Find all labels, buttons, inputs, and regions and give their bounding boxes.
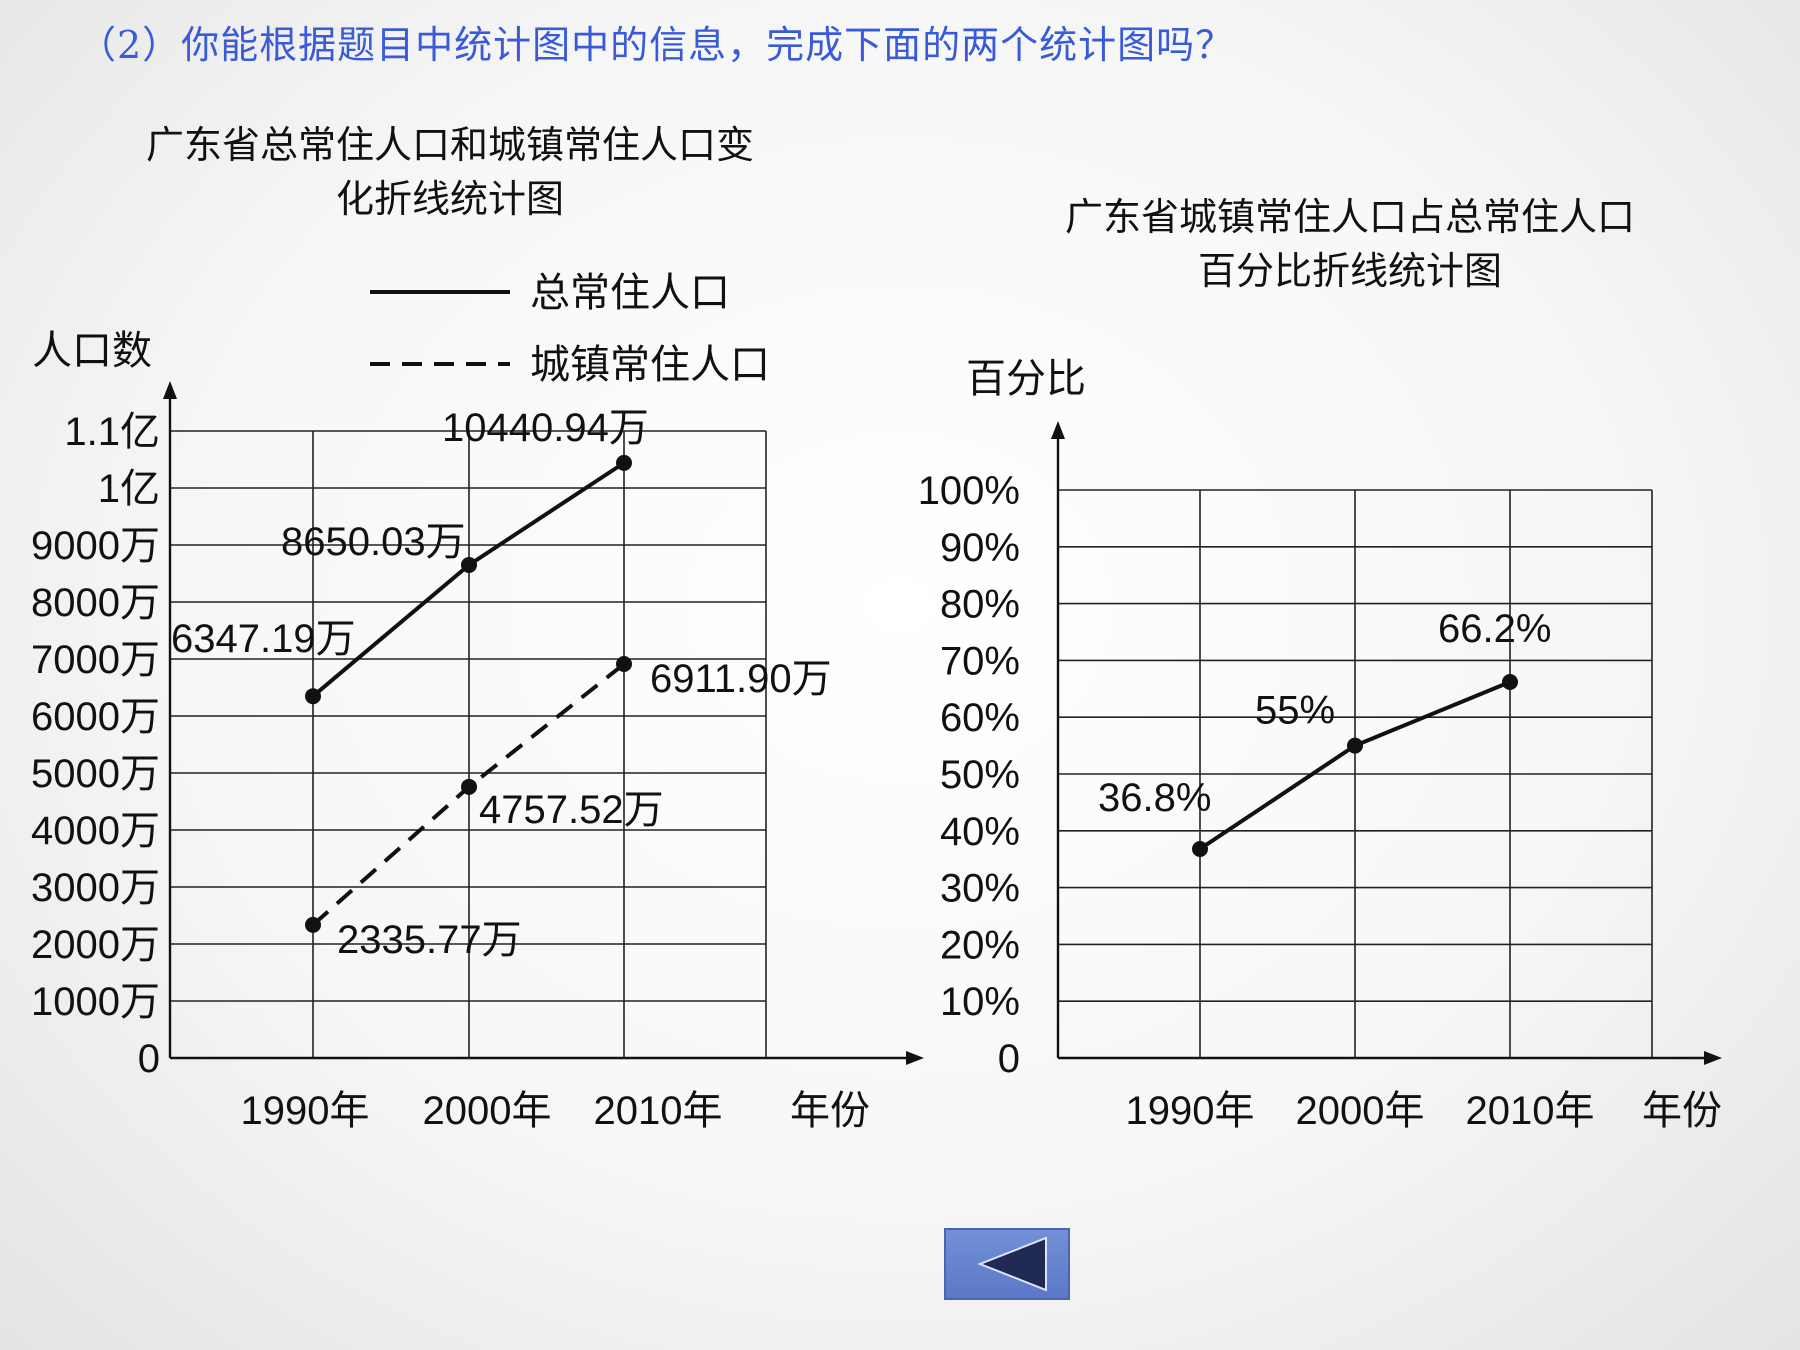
chart1-y-tick-label: 4000万 xyxy=(31,809,160,853)
chart2-y-tick-label: 70% xyxy=(940,639,1020,683)
chart2-y-tick-label: 0 xyxy=(998,1037,1020,1081)
chart2-y-tick-label: 40% xyxy=(940,810,1020,854)
chart1-y-tick-label: 5000万 xyxy=(31,752,160,796)
chart2-title-line-2: 百分比折线统计图 xyxy=(1197,249,1502,293)
chart1-series-1-data-label: 6911.90万 xyxy=(650,657,832,701)
chart2-y-tick-label: 100% xyxy=(918,469,1020,513)
chart2-x-axis-arrow xyxy=(1704,1051,1722,1065)
chart1-x-axis-arrow xyxy=(906,1051,924,1065)
legend-label-total: 总常住人口 xyxy=(530,270,730,316)
chart2-y-axis-label: 百分比 xyxy=(966,356,1086,402)
chart1-series-0-point xyxy=(461,556,477,573)
chart1-title-line-2: 化折线统计图 xyxy=(335,177,564,221)
chart2-title-line-1: 广东省城镇常住人口占总常住人口 xyxy=(1064,195,1635,239)
chart2-y-tick-label: 60% xyxy=(940,696,1020,740)
chart1-y-tick-label: 7000万 xyxy=(31,638,160,682)
chart1-y-tick-label: 8000万 xyxy=(31,581,160,625)
legend-label-urban: 城镇常住人口 xyxy=(530,342,770,388)
chart1-x-axis-label: 年份 xyxy=(790,1089,870,1133)
chart1-y-tick-label: 6000万 xyxy=(31,695,160,739)
chart1-x-tick-label: 2000年 xyxy=(423,1089,552,1133)
chart1-y-tick-label: 1.1亿 xyxy=(64,410,160,454)
chart1-y-axis-arrow xyxy=(163,381,177,399)
chart2-series-0-data-label: 55% xyxy=(1255,689,1335,733)
chart2-y-tick-label: 90% xyxy=(940,526,1020,570)
chart2-x-tick-label: 2010年 xyxy=(1466,1089,1595,1133)
chart1-title: 广东省总常住人口和城镇常住人口变 化折线统计图 xyxy=(80,118,820,226)
chart2-y-tick-label: 20% xyxy=(940,923,1020,967)
chart1-y-tick-label: 1亿 xyxy=(98,467,160,511)
triangle-left-icon xyxy=(977,1236,1047,1292)
chart1-series-1-point xyxy=(461,778,477,795)
chart1-y-axis-label: 人口数 xyxy=(32,328,152,374)
chart1-series-0-data-label: 6347.19万 xyxy=(171,617,356,661)
chart2-x-axis-label: 年份 xyxy=(1642,1089,1722,1133)
chart1-x-tick-label: 2010年 xyxy=(594,1089,723,1133)
chart1-series-1-point xyxy=(305,916,321,933)
chart1-series-0-point xyxy=(305,688,321,705)
chart1-series-0-point xyxy=(616,454,632,471)
chart2-series-0-data-label: 66.2% xyxy=(1438,607,1551,651)
chart2-y-tick-label: 30% xyxy=(940,867,1020,911)
chart1-series-1-data-label: 4757.52万 xyxy=(479,788,664,832)
chart1-y-tick-label: 0 xyxy=(138,1037,160,1081)
chart2-series-0-data-label: 36.8% xyxy=(1098,776,1211,820)
chart1-series-1-point xyxy=(616,656,632,673)
chart2-y-tick-label: 10% xyxy=(940,980,1020,1024)
chart1-x-tick-label: 1990年 xyxy=(241,1089,370,1133)
chart2-x-tick-label: 2000年 xyxy=(1296,1089,1425,1133)
chart1-y-tick-label: 2000万 xyxy=(31,923,160,967)
chart1-series-1-data-label: 2335.77万 xyxy=(337,918,522,962)
chart2-title: 广东省城镇常住人口占总常住人口 百分比折线统计图 xyxy=(1020,190,1680,298)
chart1-y-tick-label: 1000万 xyxy=(31,980,160,1024)
chart2-series-0-point xyxy=(1192,840,1208,857)
back-button[interactable] xyxy=(944,1228,1070,1300)
chart2-series-0-point xyxy=(1502,673,1518,690)
chart1-series-0-data-label: 10440.94万 xyxy=(442,406,649,450)
chart1-series-0-data-label: 8650.03万 xyxy=(281,520,466,564)
chart1-title-line-1: 广东省总常住人口和城镇常住人口变 xyxy=(145,123,754,167)
chart2-series-0-point xyxy=(1347,737,1363,754)
chart1-y-tick-label: 9000万 xyxy=(31,524,160,568)
chart1-y-tick-label: 3000万 xyxy=(31,866,160,910)
chart2-y-tick-label: 50% xyxy=(940,753,1020,797)
question-text: （2）你能根据题目中统计图中的信息，完成下面的两个统计图吗？ xyxy=(78,23,1235,67)
chart2-y-axis-arrow xyxy=(1051,421,1065,439)
chart2-x-tick-label: 1990年 xyxy=(1126,1089,1255,1133)
chart2-y-tick-label: 80% xyxy=(940,583,1020,627)
